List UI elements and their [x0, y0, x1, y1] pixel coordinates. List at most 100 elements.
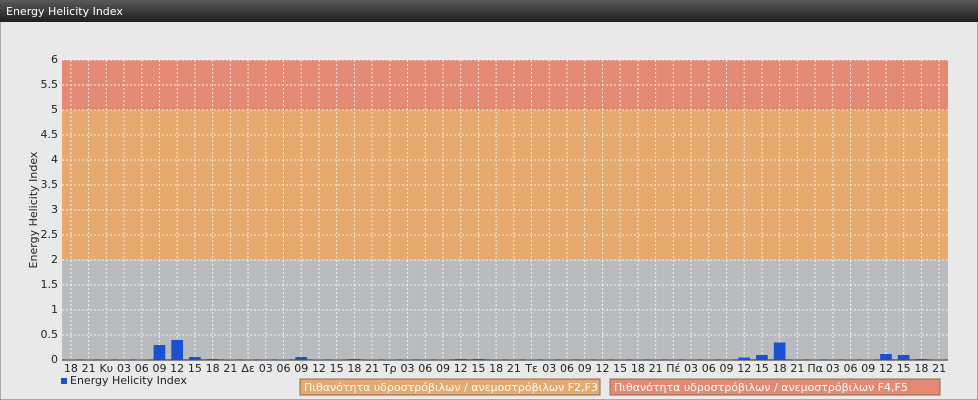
x-tick-label: 06: [560, 362, 574, 375]
x-tick-label: 21: [223, 362, 237, 375]
bar: [419, 359, 432, 360]
x-tick-label: 09: [436, 362, 450, 375]
x-tick-label: 18: [347, 362, 361, 375]
bar: [933, 359, 945, 360]
bar: [809, 359, 821, 360]
bar: [880, 354, 892, 360]
header-bar: [0, 0, 978, 22]
x-tick-label: 21: [932, 362, 946, 375]
bar: [224, 359, 237, 360]
bar: [295, 357, 308, 360]
x-tick-label: 18: [631, 362, 645, 375]
legend-swatch: [61, 378, 67, 384]
bar: [844, 359, 857, 360]
y-tick-label: 4: [51, 153, 58, 166]
x-tick-label: Τρ: [382, 362, 397, 375]
chart-title: Energy Helicity Index: [6, 5, 123, 18]
bar: [561, 359, 573, 360]
x-tick-label: 12: [454, 362, 468, 375]
y-tick-label: 3.5: [41, 178, 59, 191]
bar: [773, 342, 786, 360]
bar: [490, 359, 502, 360]
x-tick-label: 15: [755, 362, 769, 375]
bar: [543, 359, 556, 360]
bar: [259, 359, 272, 360]
bar: [508, 359, 520, 360]
x-tick-label: 15: [188, 362, 202, 375]
bar: [153, 345, 166, 360]
bar: [649, 359, 662, 360]
threshold-band: [62, 110, 948, 260]
bar: [756, 355, 768, 360]
y-tick-label: 0: [51, 353, 58, 366]
x-tick-label: Τε: [524, 362, 538, 375]
x-tick-label: 21: [649, 362, 663, 375]
bar: [596, 359, 609, 360]
bar: [632, 359, 644, 360]
bar: [738, 357, 751, 360]
x-tick-label: 15: [330, 362, 344, 375]
x-tick-label: Πέ: [666, 362, 680, 375]
x-tick-label: 18: [914, 362, 928, 375]
y-tick-label: 4.5: [41, 128, 59, 141]
bar: [437, 359, 449, 360]
bar: [862, 359, 875, 360]
bar: [472, 359, 485, 360]
x-tick-label: 18: [64, 362, 78, 375]
x-tick-label: 15: [897, 362, 911, 375]
bar: [348, 359, 361, 360]
x-tick-label: 15: [471, 362, 485, 375]
x-tick-label: 21: [365, 362, 379, 375]
y-tick-label: 0.5: [41, 328, 59, 341]
x-tick-label: 06: [844, 362, 858, 375]
y-tick-label: 2: [51, 253, 58, 266]
y-tick-label: 5.5: [41, 78, 59, 91]
y-tick-label: 1: [51, 303, 58, 316]
x-tick-label: 06: [277, 362, 291, 375]
y-tick-label: 2.5: [41, 228, 59, 241]
x-tick-label: 03: [117, 362, 131, 375]
x-tick-label: 18: [206, 362, 220, 375]
x-tick-label: 03: [542, 362, 556, 375]
bar: [667, 359, 680, 360]
y-tick-label: 6: [51, 53, 58, 66]
x-tick-label: 09: [578, 362, 592, 375]
bar: [720, 359, 733, 360]
bar: [82, 359, 95, 360]
x-tick-label: Πα: [807, 362, 823, 375]
y-axis-label: Energy Helicity Index: [27, 151, 40, 268]
bar: [277, 359, 290, 360]
band-legend-label: Πιθανότητα υδροστρόβιλων / ανεμοστρόβιλω…: [614, 381, 908, 394]
y-tick-label: 3: [51, 203, 58, 216]
x-tick-label: Κυ: [100, 362, 114, 375]
x-tick-label: 06: [702, 362, 716, 375]
x-tick-label: 03: [401, 362, 415, 375]
band-legend-box: [609, 378, 941, 396]
bar: [791, 359, 804, 360]
bar: [242, 359, 254, 360]
x-tick-label: 21: [507, 362, 521, 375]
y-tick-label: 5: [51, 103, 58, 116]
bar: [189, 357, 201, 360]
x-tick-label: 15: [613, 362, 627, 375]
threshold-band: [62, 60, 948, 110]
x-tick-label: 12: [595, 362, 609, 375]
x-tick-label: 06: [418, 362, 432, 375]
bar: [118, 359, 130, 360]
bar: [383, 359, 396, 360]
bar: [313, 359, 325, 360]
bar: [915, 359, 928, 360]
x-tick-label: 09: [152, 362, 166, 375]
band-legend-box: [299, 378, 601, 396]
bar: [330, 359, 343, 360]
x-tick-label: 12: [312, 362, 326, 375]
band-legend-label: Πιθανότητα υδροστρόβιλων / ανεμοστρόβιλω…: [304, 381, 598, 394]
bar: [525, 359, 538, 360]
x-tick-label: 12: [737, 362, 751, 375]
bar: [206, 359, 219, 360]
x-tick-label: 09: [861, 362, 875, 375]
x-tick-label: 21: [82, 362, 96, 375]
bar: [65, 359, 77, 360]
y-tick-label: 1.5: [41, 278, 59, 291]
